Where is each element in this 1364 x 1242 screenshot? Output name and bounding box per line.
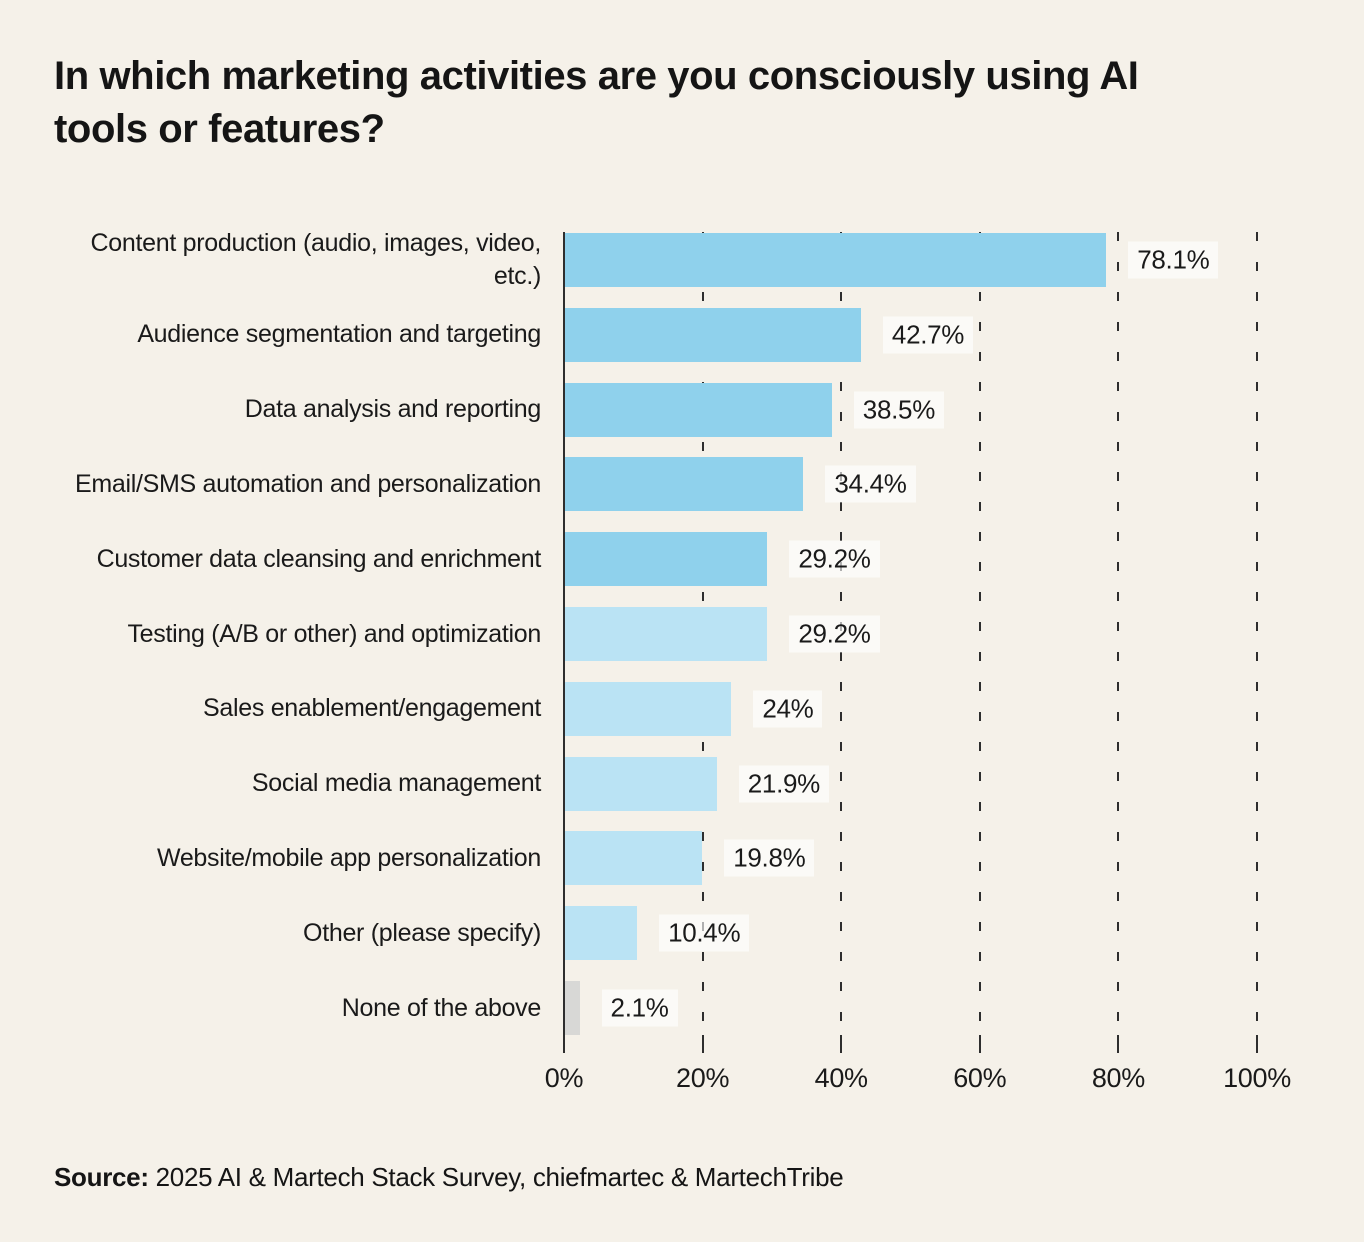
axis-tick [1256, 1035, 1258, 1053]
value-label: 38.5% [853, 391, 945, 429]
bar-chart-plot: 0% 20% 40% 60% 80% 100% Content production (a… [0, 229, 1364, 1120]
x-axis-zero-line [563, 232, 565, 1053]
bar-row: Website/mobile app personalization 19.8% [0, 831, 1364, 886]
bar-row: Customer data cleansing and enrichment 2… [0, 532, 1364, 587]
value-label: 34.4% [825, 465, 916, 503]
gridline [978, 232, 981, 1035]
category-label: Social media management [251, 769, 541, 798]
bar [565, 756, 717, 811]
bar [565, 906, 638, 961]
x-tick-label: 40% [814, 1063, 868, 1093]
gridline [1117, 232, 1120, 1035]
category-label: Testing (A/B or other) and optimization [127, 619, 541, 648]
x-tick-label: 100% [1223, 1063, 1291, 1093]
axis-tick [978, 1035, 981, 1053]
bar-row: None of the above 2.1% [0, 981, 1364, 1035]
gridline [1256, 232, 1258, 1035]
value-label: 24% [753, 690, 823, 728]
category-label: Customer data cleansing and enrichment [96, 544, 542, 573]
x-tick-label: 60% [953, 1063, 1007, 1093]
bar [565, 233, 1107, 287]
source-text: 2025 AI & Martech Stack Survey, chiefmar… [148, 1162, 844, 1192]
axis-tick [701, 1035, 704, 1053]
bar [565, 307, 861, 362]
value-label: 29.2% [789, 615, 880, 653]
value-label: 2.1% [601, 989, 678, 1027]
value-label: 21.9% [738, 765, 829, 803]
category-label: None of the above [341, 993, 542, 1022]
value-label: 42.7% [882, 316, 974, 354]
bar [565, 681, 732, 736]
source-label: Source: [54, 1162, 149, 1192]
bar [565, 457, 804, 512]
category-label: Website/mobile app personalization [156, 843, 541, 872]
value-label: 78.1% [1128, 241, 1219, 279]
bar-row: Other (please specify) 10.4% [0, 906, 1364, 961]
source-note: Source: 2025 AI & Martech Stack Survey, … [54, 1162, 844, 1193]
bar [565, 382, 832, 437]
bar-row: Audience segmentation and targeting 42.7… [0, 307, 1364, 362]
bar-row: Content production (audio, images, video… [0, 229, 1364, 290]
value-label: 19.8% [724, 839, 815, 877]
bar [565, 607, 768, 661]
bar [565, 831, 703, 886]
bar-row: Sales enablement/engagement 24% [0, 681, 1364, 736]
category-label: Email/SMS automation and personalization [74, 469, 541, 498]
axis-tick [1117, 1035, 1120, 1053]
category-label: Content production (audio, images, video… [90, 229, 542, 290]
axis-tick [840, 1035, 843, 1053]
category-label: Audience segmentation and targeting [137, 320, 541, 349]
bar-row: Social media management 21.9% [0, 756, 1364, 811]
chart-title: In which marketing activities are you co… [54, 54, 1139, 151]
value-label: 10.4% [659, 914, 750, 952]
bar-row: Email/SMS automation and personalization… [0, 457, 1364, 512]
bar [565, 981, 580, 1035]
x-tick-label: 0% [544, 1063, 584, 1093]
category-label: Data analysis and reporting [244, 395, 542, 424]
x-tick-label: 20% [676, 1063, 730, 1093]
bar [565, 532, 768, 587]
bar-row: Testing (A/B or other) and optimization … [0, 607, 1364, 661]
bar-row: Data analysis and reporting 38.5% [0, 382, 1364, 437]
category-label: Sales enablement/engagement [203, 694, 541, 723]
x-tick-label: 80% [1091, 1063, 1145, 1093]
value-label: 29.2% [789, 540, 880, 578]
category-label: Other (please specify) [303, 918, 541, 947]
